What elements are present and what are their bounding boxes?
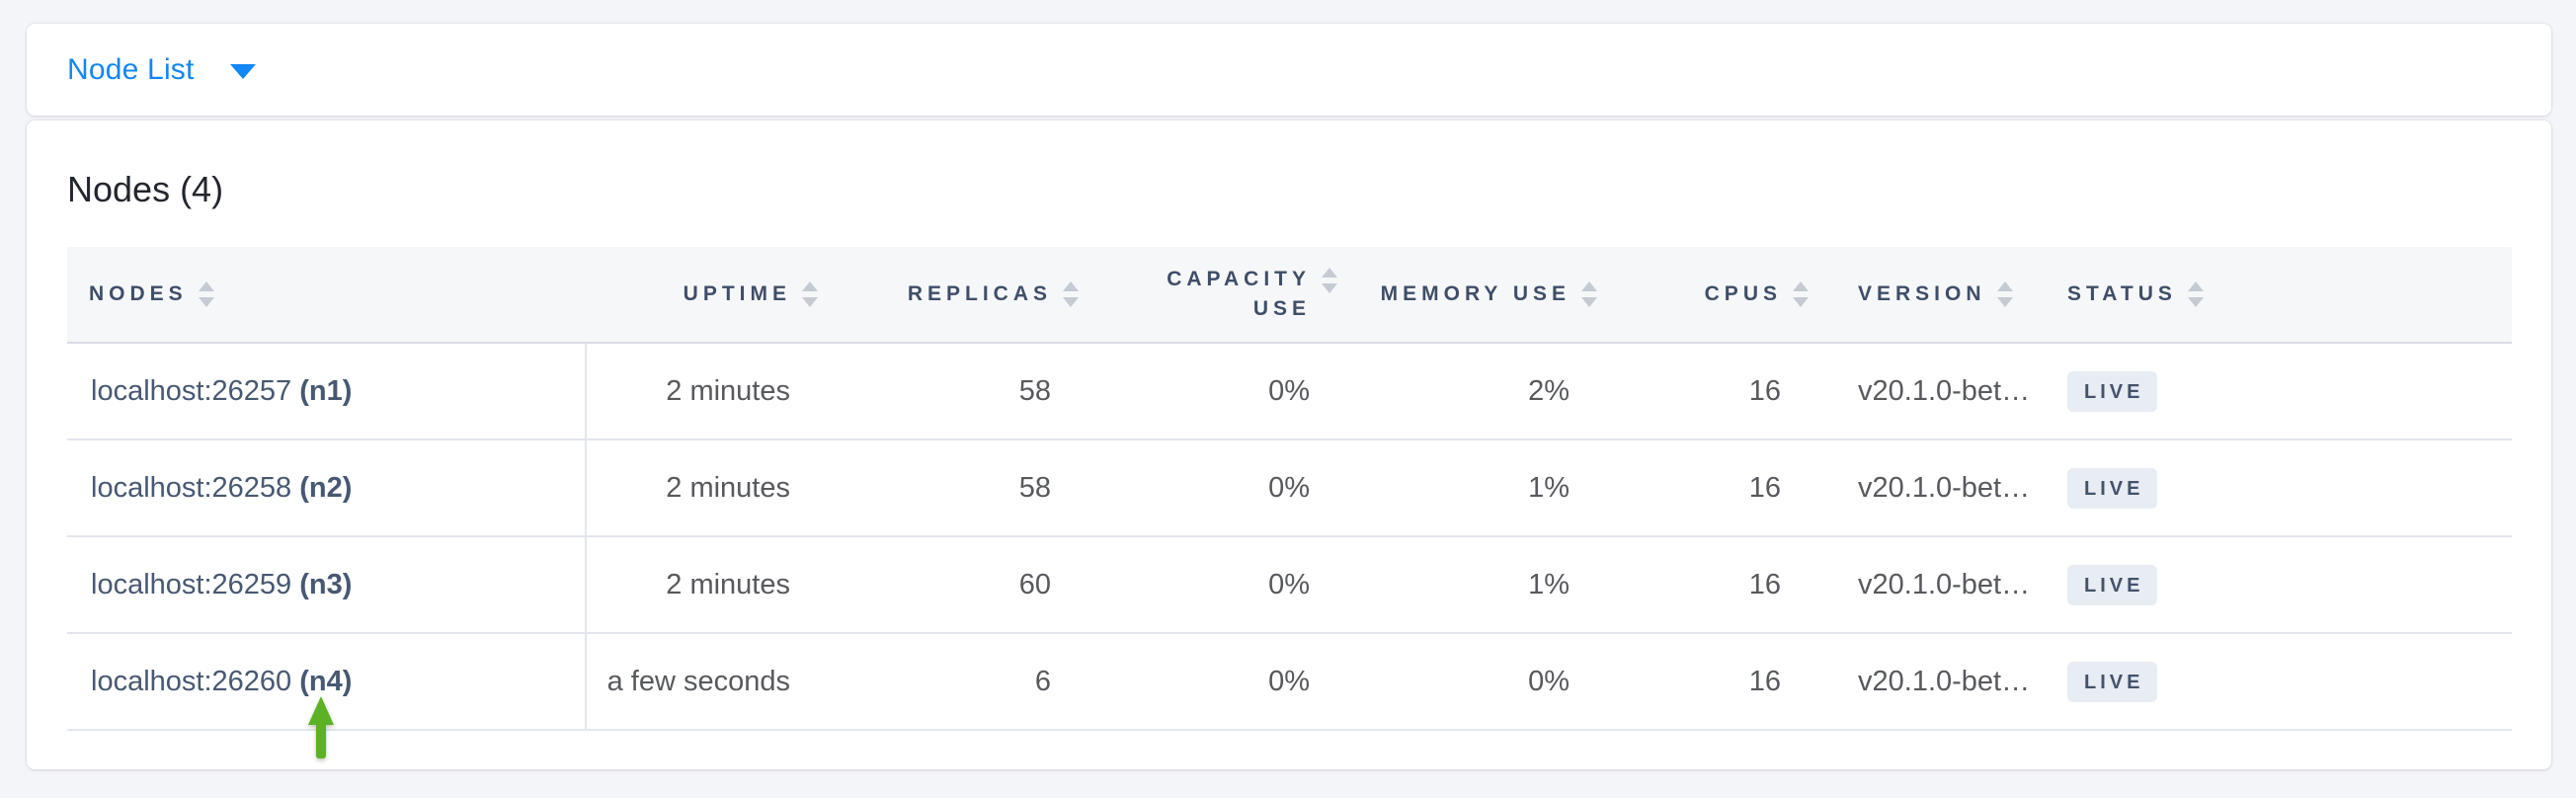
- version-cell: v20.1.0-bet…: [1818, 536, 2061, 634]
- status-badge: LIVE: [2067, 370, 2158, 412]
- memory-use-cell: 1%: [1347, 536, 1607, 634]
- column-label: CPUS: [1704, 282, 1782, 305]
- capacity-use-cell: 0%: [1088, 439, 1347, 537]
- nodes-table: NODES UPTIME REPLICAS: [67, 247, 2512, 731]
- node-cell: localhost:26260 (n4): [67, 633, 587, 731]
- sort-icon[interactable]: [1322, 268, 1337, 293]
- node-id: (n1): [299, 374, 353, 407]
- table-row[interactable]: localhost:26260 (n4) a few seconds 6 0% …: [67, 633, 2512, 731]
- replicas-cell: 60: [828, 536, 1088, 634]
- sort-icon[interactable]: [802, 281, 818, 307]
- memory-use-cell: 0%: [1347, 633, 1607, 731]
- cpus-cell: 16: [1607, 439, 1818, 537]
- capacity-use-cell: 0%: [1088, 633, 1347, 731]
- sort-icon[interactable]: [1581, 281, 1597, 307]
- status-badge: LIVE: [2067, 467, 2158, 509]
- column-label: STATUS: [2067, 282, 2177, 305]
- uptime-cell: 2 minutes: [586, 439, 828, 537]
- replicas-cell: 58: [828, 343, 1088, 440]
- capacity-use-cell: 0%: [1088, 536, 1347, 634]
- column-label: CAPACITY USE: [1167, 268, 1311, 320]
- node-id: (n2): [299, 471, 353, 504]
- uptime-cell: 2 minutes: [586, 343, 828, 440]
- column-label: NODES: [89, 282, 188, 305]
- table-row[interactable]: localhost:26257 (n1) 2 minutes 58 0% 2% …: [67, 343, 2512, 440]
- node-address: localhost:26257: [91, 374, 292, 407]
- column-header-nodes[interactable]: NODES: [67, 247, 586, 344]
- node-cell: localhost:26259 (n3): [67, 536, 587, 634]
- sort-icon[interactable]: [2187, 281, 2204, 307]
- version-cell: v20.1.0-bet…: [1818, 343, 2061, 440]
- capacity-use-cell: 0%: [1088, 343, 1347, 440]
- column-label: MEMORY USE: [1380, 282, 1570, 305]
- uptime-cell: 2 minutes: [586, 536, 828, 634]
- uptime-cell: a few seconds: [586, 633, 828, 731]
- status-cell: LIVE: [2061, 343, 2512, 440]
- chevron-down-icon: [229, 64, 256, 79]
- column-header-cpus[interactable]: CPUS: [1607, 247, 1818, 344]
- column-header-status[interactable]: STATUS: [2061, 247, 2512, 344]
- cpus-cell: 16: [1607, 343, 1818, 440]
- status-badge: LIVE: [2067, 564, 2158, 605]
- node-cell: localhost:26257 (n1): [67, 343, 587, 440]
- node-address: localhost:26260: [91, 665, 292, 697]
- version-cell: v20.1.0-bet…: [1818, 439, 2061, 537]
- table-row[interactable]: localhost:26258 (n2) 2 minutes 58 0% 1% …: [67, 439, 2512, 537]
- column-label: REPLICAS: [907, 282, 1052, 305]
- node-address: localhost:26258: [91, 471, 292, 504]
- column-header-version[interactable]: VERSION: [1818, 247, 2061, 344]
- node-id: (n4): [299, 665, 353, 697]
- status-cell: LIVE: [2061, 439, 2512, 537]
- column-label: VERSION: [1858, 282, 1986, 305]
- status-badge: LIVE: [2067, 661, 2158, 702]
- column-label: UPTIME: [683, 282, 791, 305]
- sort-icon[interactable]: [1996, 281, 2013, 307]
- sort-icon[interactable]: [1063, 281, 1079, 307]
- sort-icon[interactable]: [198, 281, 214, 307]
- cpus-cell: 16: [1607, 536, 1818, 634]
- page-title: Nodes (4): [67, 169, 224, 209]
- column-header-uptime[interactable]: UPTIME: [586, 247, 828, 344]
- node-list-dropdown-label: Node List: [67, 52, 195, 86]
- table-header-row: NODES UPTIME REPLICAS: [67, 247, 2512, 344]
- cpus-cell: 16: [1607, 633, 1818, 731]
- memory-use-cell: 1%: [1347, 439, 1607, 537]
- replicas-cell: 58: [828, 439, 1088, 537]
- nodes-card: Nodes (4) NODES UPTIME: [27, 120, 2551, 769]
- column-header-replicas[interactable]: REPLICAS: [828, 247, 1088, 344]
- column-header-memory-use[interactable]: MEMORY USE: [1347, 247, 1607, 344]
- node-id: (n3): [299, 568, 353, 600]
- node-list-dropdown[interactable]: Node List: [67, 53, 256, 87]
- version-cell: v20.1.0-bet…: [1818, 633, 2061, 731]
- sort-icon[interactable]: [1793, 281, 1809, 307]
- status-cell: LIVE: [2061, 536, 2512, 634]
- top-bar: Node List: [27, 24, 2551, 116]
- status-cell: LIVE: [2061, 633, 2512, 731]
- replicas-cell: 6: [828, 633, 1088, 731]
- node-cell: localhost:26258 (n2): [67, 439, 587, 537]
- column-header-capacity-use[interactable]: CAPACITY USE: [1088, 247, 1347, 344]
- node-address: localhost:26259: [91, 568, 292, 600]
- table-row[interactable]: localhost:26259 (n3) 2 minutes 60 0% 1% …: [67, 536, 2512, 634]
- memory-use-cell: 2%: [1347, 343, 1607, 440]
